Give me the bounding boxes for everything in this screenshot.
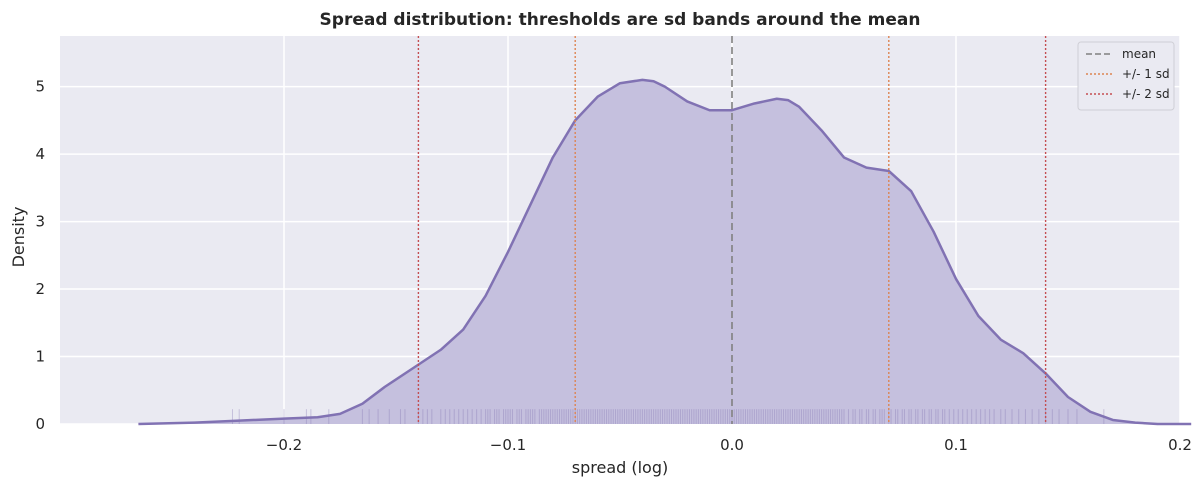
legend: mean +/- 1 sd +/- 2 sd <box>1077 41 1175 111</box>
legend-label-0: mean <box>1122 47 1156 61</box>
x-tick-label-0: −0.2 <box>266 436 302 454</box>
y-tick-label-4: 4 <box>35 145 45 163</box>
kde-area <box>138 79 1192 425</box>
x-tick-labels: −0.2 −0.1 0.0 0.1 0.2 <box>266 436 1192 454</box>
y-tick-label-3: 3 <box>35 213 45 231</box>
kde-fill <box>138 79 1192 425</box>
y-tick-label-1: 1 <box>35 348 45 366</box>
legend-label-2: +/- 2 sd <box>1122 87 1170 101</box>
y-tick-label-5: 5 <box>35 78 45 96</box>
x-tick-label-1: −0.1 <box>490 436 526 454</box>
y-tick-label-0: 0 <box>35 415 45 433</box>
reference-lines <box>417 36 1047 424</box>
x-tick-label-4: 0.2 <box>1168 436 1192 454</box>
x-tick-label-3: 0.1 <box>944 436 968 454</box>
kde-line <box>138 78 1192 426</box>
legend-box <box>1077 41 1175 111</box>
y-tick-label-2: 2 <box>35 280 45 298</box>
chart-title: Spread distribution: thresholds are sd b… <box>320 10 921 30</box>
x-tick-label-2: 0.0 <box>720 436 744 454</box>
rug-marks <box>231 409 1105 424</box>
y-axis-label: Density <box>9 207 28 268</box>
legend-label-1: +/- 1 sd <box>1122 67 1170 81</box>
kde-curve <box>138 78 1192 426</box>
y-tick-labels: 0 1 2 3 4 5 <box>35 78 45 433</box>
x-axis-label: spread (log) <box>572 458 668 477</box>
